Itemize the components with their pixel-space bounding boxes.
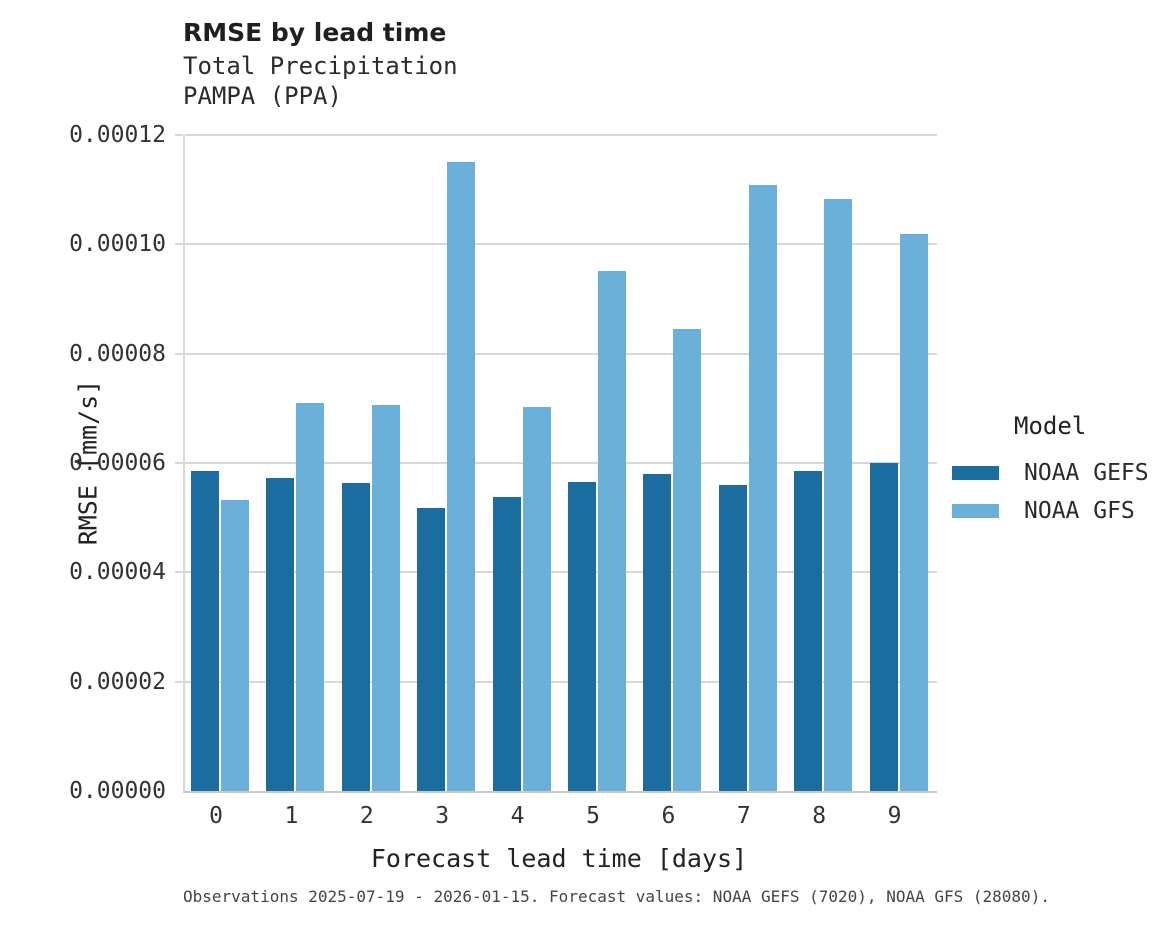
bar-noaa-gefs-day-0 [191,471,219,791]
bar-noaa-gfs-day-7 [748,185,777,791]
bar-noaa-gefs-day-2 [341,483,370,791]
gridline-0.00006 [185,462,937,464]
bar-noaa-gefs-day-6 [643,474,672,791]
legend-label-noaa-gefs: NOAA GEFS [1024,460,1149,486]
y-tick-label-0.00000: 0.00000 [69,778,166,804]
bar-noaa-gfs-day-8 [824,199,853,791]
bar-noaa-gfs-day-5 [598,271,626,791]
chart-subtitle-variable: Total Precipitation [183,52,458,80]
legend-label-noaa-gfs: NOAA GFS [1024,498,1135,524]
y-tick-label-0.00002: 0.00002 [69,668,166,695]
x-axis-title: Forecast lead time [days] [370,844,748,873]
observation-caption: Observations 2025-07-19 - 2026-01-15. Fo… [183,887,1050,906]
x-tick-label-9: 9 [887,803,902,829]
y-tick-mark [175,462,183,464]
bar-noaa-gfs-day-2 [371,405,400,791]
y-tick-label-0.00008: 0.00008 [69,340,166,367]
plot-area [175,134,937,793]
y-tick-label-0.00006: 0.00006 [69,450,166,476]
gridline-0.00008 [185,352,937,355]
bar-noaa-gfs-day-9 [899,234,928,791]
y-tick-mark [175,680,183,683]
bar-noaa-gefs-day-9 [869,463,898,791]
bar-noaa-gfs-day-4 [522,407,551,791]
x-tick-label-3: 3 [435,803,450,829]
bar-noaa-gfs-day-3 [447,162,476,791]
legend-title: Model [1014,412,1087,440]
y-tick-label-0.00004: 0.00004 [69,559,166,586]
gridline-0.00004 [185,571,937,574]
bar-noaa-gfs-day-6 [673,329,702,791]
x-tick-label-1: 1 [284,803,299,829]
x-tick-label-5: 5 [586,803,600,829]
x-tick-label-6: 6 [661,803,676,829]
x-tick-label-7: 7 [736,803,751,829]
bar-noaa-gfs-day-0 [221,500,249,791]
legend-swatch-noaa-gfs [952,504,999,518]
y-tick-mark [175,571,183,574]
bar-noaa-gefs-day-5 [568,482,596,791]
x-tick-label-2: 2 [359,803,374,829]
chart-title: RMSE by lead time [183,18,447,47]
gridline-0.00012 [185,134,937,136]
x-tick-label-8: 8 [812,803,827,829]
y-tick-mark [175,352,183,355]
gridline-0.00002 [185,680,937,683]
bar-noaa-gefs-day-8 [794,471,823,791]
chart-subtitle-station: PAMPA (PPA) [183,82,342,110]
bar-noaa-gefs-day-1 [266,478,295,791]
y-tick-mark [175,134,183,136]
x-tick-label-4: 4 [510,803,525,829]
y-tick-label-0.00012: 0.00012 [69,122,166,148]
y-tick-label-0.00010: 0.00010 [69,231,166,258]
bar-noaa-gefs-day-4 [492,497,521,791]
bar-noaa-gefs-day-3 [417,508,446,791]
legend-swatch-noaa-gefs [952,466,999,480]
bar-noaa-gfs-day-1 [296,403,325,791]
legend: Model NOAA GEFS NOAA GFS [952,412,1149,530]
gridline-0.00010 [185,243,937,246]
y-tick-mark [175,243,183,246]
legend-item-noaa-gefs: NOAA GEFS [952,454,1149,492]
bar-noaa-gefs-day-7 [718,485,747,791]
legend-item-noaa-gfs: NOAA GFS [952,492,1149,530]
x-tick-label-0: 0 [209,803,223,829]
